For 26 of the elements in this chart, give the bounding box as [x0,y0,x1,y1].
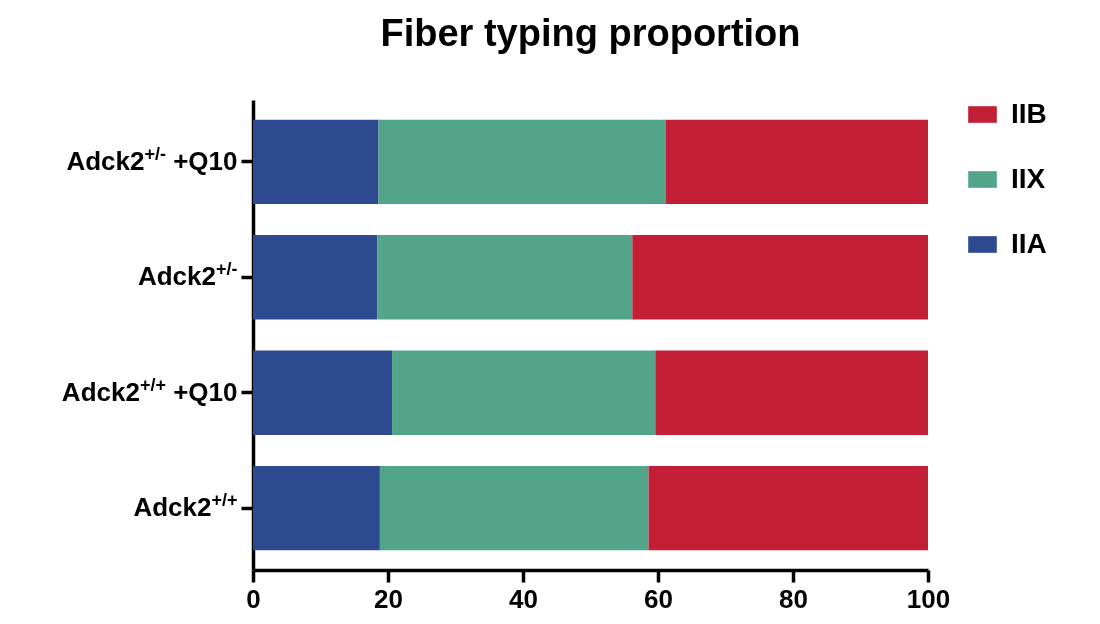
y-tick-label: Adck2$^{+/-}$ [137,259,238,292]
x-tick-label: 60 [644,583,673,614]
x-tick-label: 0 [246,583,261,614]
bar [378,119,666,204]
bar [665,119,928,204]
y-tick-label: Adck2$^{+/-}$ +Q10 [66,143,238,176]
bar [379,466,649,551]
bar [392,350,656,435]
bar [648,466,928,551]
bar [253,235,378,320]
legend-label: IIX [1011,162,1046,194]
x-tick-label: 100 [906,583,951,614]
bar [253,119,379,204]
bar [253,350,393,435]
bar [632,235,928,320]
bar [655,350,928,435]
y-tick-label: Adck2$^{+/+}$ [133,490,238,523]
y-tick-label: Adck2$^{+/+}$ +Q10 [61,374,238,407]
chart-title: Fiber typing proportion [380,12,801,54]
bar [253,466,380,551]
x-tick-label: 20 [374,583,403,614]
x-tick-label: 40 [509,583,538,614]
bar [377,235,633,320]
x-tick-label: 80 [779,583,808,614]
legend-label: IIA [1011,227,1047,259]
legend-label: IIB [1011,97,1047,129]
